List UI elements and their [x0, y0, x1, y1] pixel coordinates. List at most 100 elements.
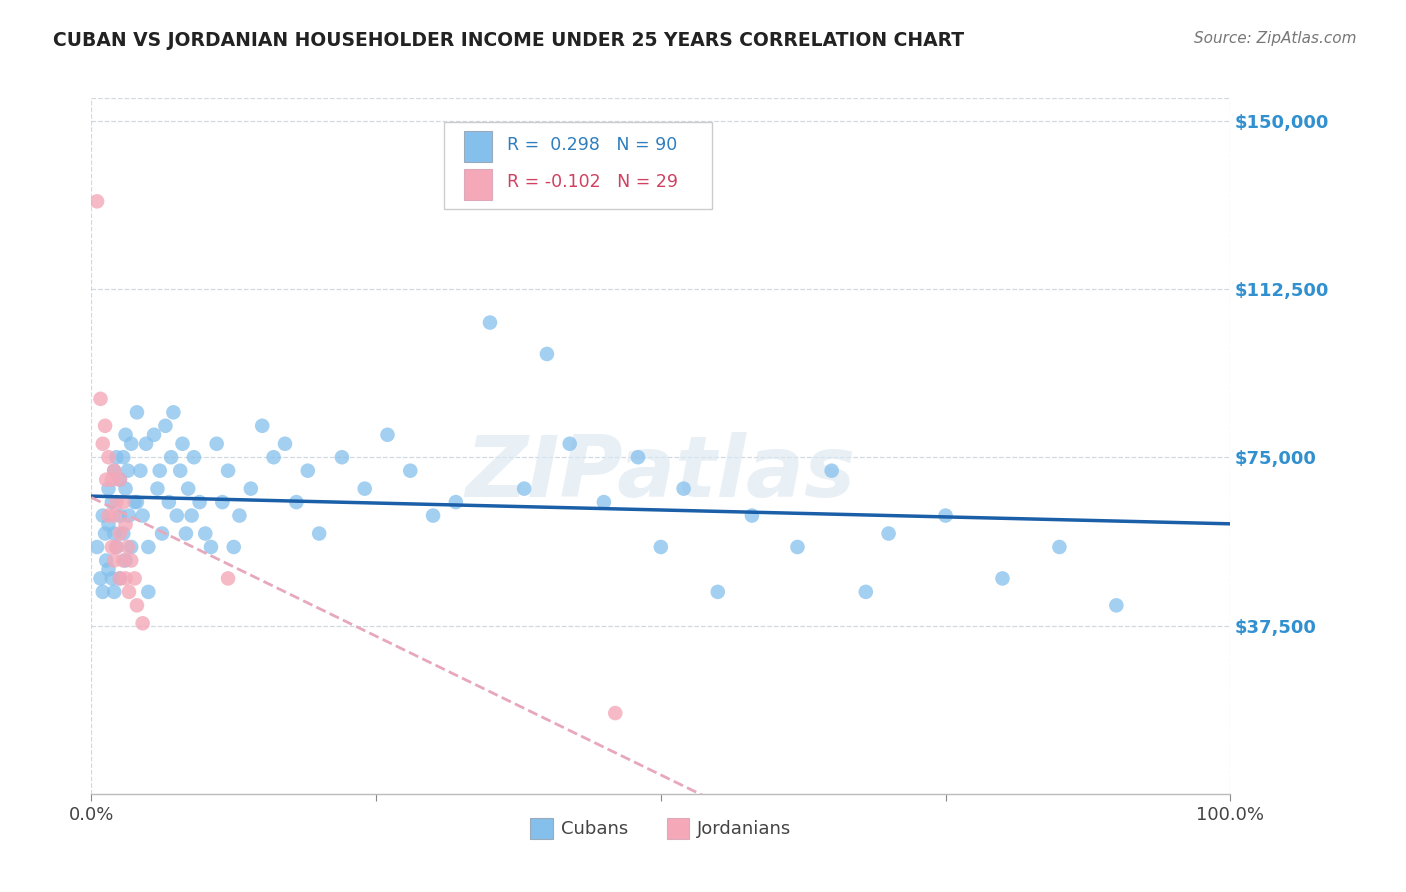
Point [650, 540, 672, 554]
Point [129, 464, 152, 478]
Point [399, 464, 422, 478]
Point [478, 316, 501, 330]
Point [330, 450, 353, 465]
Point [118, 508, 141, 523]
Point [91, 436, 114, 450]
Point [89, 392, 111, 406]
Point [222, 540, 245, 554]
Point [108, 473, 131, 487]
Point [114, 482, 136, 496]
Point [150, 526, 173, 541]
Text: Cubans: Cubans [561, 820, 628, 838]
Bar [530, 818, 553, 839]
Point [131, 616, 153, 631]
Text: R = -0.102   N = 29: R = -0.102 N = 29 [508, 173, 678, 192]
Point [97, 508, 120, 523]
Point [934, 508, 956, 523]
Point [157, 495, 180, 509]
Point [117, 464, 139, 478]
Point [177, 482, 200, 496]
Point [146, 482, 169, 496]
Point [308, 526, 330, 541]
Point [112, 553, 135, 567]
Text: Source: ZipAtlas.com: Source: ZipAtlas.com [1194, 31, 1357, 46]
Point [180, 508, 202, 523]
Point [228, 508, 250, 523]
Point [183, 450, 205, 465]
Point [274, 436, 297, 450]
Point [877, 526, 900, 541]
Point [112, 495, 135, 509]
Point [513, 482, 536, 496]
Point [741, 508, 763, 523]
Point [169, 464, 191, 478]
Point [285, 495, 308, 509]
Bar [464, 169, 492, 200]
Point [124, 571, 146, 585]
Point [91, 508, 114, 523]
Point [120, 436, 142, 450]
Point [593, 495, 616, 509]
Point [114, 427, 136, 442]
Point [97, 517, 120, 532]
Point [536, 347, 558, 361]
Text: CUBAN VS JORDANIAN HOUSEHOLDER INCOME UNDER 25 YEARS CORRELATION CHART: CUBAN VS JORDANIAN HOUSEHOLDER INCOME UN… [53, 31, 965, 50]
Point [94, 526, 117, 541]
Point [211, 495, 233, 509]
Point [97, 562, 120, 576]
Point [217, 571, 239, 585]
Point [114, 517, 136, 532]
Point [1105, 599, 1128, 613]
Point [108, 508, 131, 523]
Point [117, 540, 139, 554]
Point [991, 571, 1014, 585]
Point [605, 706, 627, 720]
Point [103, 553, 125, 567]
Bar [464, 131, 492, 162]
FancyBboxPatch shape [444, 122, 711, 210]
Point [112, 450, 135, 465]
Point [86, 194, 108, 209]
Point [96, 473, 118, 487]
Point [297, 464, 319, 478]
Point [250, 418, 273, 433]
Point [786, 540, 808, 554]
Point [138, 585, 160, 599]
Point [101, 495, 124, 509]
Point [188, 495, 211, 509]
Point [135, 436, 157, 450]
Point [239, 482, 262, 496]
Point [217, 464, 239, 478]
Point [105, 450, 128, 465]
Point [108, 571, 131, 585]
Point [120, 540, 142, 554]
Point [131, 508, 153, 523]
Point [114, 553, 136, 567]
Point [105, 495, 128, 509]
Point [101, 473, 124, 487]
Point [162, 405, 184, 419]
Point [672, 482, 695, 496]
Point [558, 436, 581, 450]
Point [108, 526, 131, 541]
Point [103, 464, 125, 478]
Point [353, 482, 375, 496]
Point [105, 540, 128, 554]
Point [108, 571, 131, 585]
Point [94, 418, 117, 433]
Text: Jordanians: Jordanians [697, 820, 792, 838]
Point [1047, 540, 1071, 554]
Point [205, 436, 228, 450]
Point [120, 553, 142, 567]
Point [422, 508, 444, 523]
Point [125, 405, 148, 419]
Point [91, 585, 114, 599]
Text: R =  0.298   N = 90: R = 0.298 N = 90 [508, 136, 678, 154]
Point [103, 585, 125, 599]
Point [86, 540, 108, 554]
Point [103, 464, 125, 478]
Point [855, 585, 877, 599]
Point [155, 418, 177, 433]
Point [174, 526, 197, 541]
Point [118, 585, 141, 599]
